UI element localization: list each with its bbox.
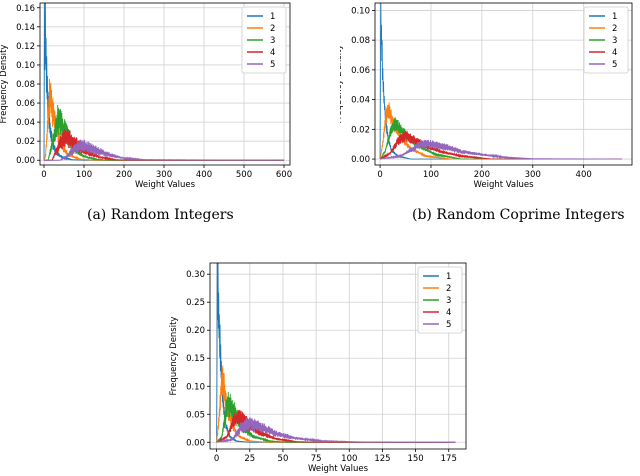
legend-label-3: 3	[270, 36, 275, 46]
series-line-3	[216, 391, 456, 443]
x-tick-label: 100	[423, 170, 439, 180]
x-tick-label: 25	[244, 454, 255, 464]
legend-label-1: 1	[612, 12, 617, 22]
x-tick-label: 200	[116, 170, 132, 180]
legend-label-4: 4	[446, 308, 451, 318]
x-tick-label: 50	[278, 454, 289, 464]
x-tick-label: 500	[236, 170, 252, 180]
legend-label-5: 5	[270, 60, 275, 70]
legend-label-3: 3	[612, 36, 617, 46]
legend-label-1: 1	[270, 12, 275, 22]
y-axis-label: Frequency Density	[340, 45, 344, 124]
y-tick-label: 0.08	[351, 36, 370, 46]
caption-b: (b) Random Coprime Integers	[412, 207, 625, 223]
y-tick-label: 0.25	[186, 298, 205, 308]
x-axis-label: Weight Values	[135, 180, 196, 190]
legend-label-4: 4	[270, 48, 275, 58]
chart-bottom: 0 25 50 75 100 125 150 1750.000.050.100.150.200…	[169, 262, 467, 474]
x-tick-label: 125	[374, 454, 390, 464]
x-tick-label: 0	[214, 454, 219, 464]
y-tick-label: 0.00	[351, 155, 370, 165]
y-tick-label: 0.10	[186, 382, 205, 392]
x-tick-label: 300	[525, 170, 541, 180]
y-tick-label: 0.02	[351, 125, 370, 135]
y-tick-label: 0.00	[16, 156, 35, 166]
x-tick-label: 75	[311, 454, 322, 464]
legend-label-1: 1	[446, 272, 451, 282]
y-tick-label: 0.08	[16, 80, 35, 90]
y-tick-label: 0.04	[16, 118, 35, 128]
x-tick-label: 100	[76, 170, 92, 180]
x-tick-label: 0	[41, 170, 46, 180]
y-tick-label: 0.06	[16, 99, 35, 109]
y-tick-label: 0.10	[351, 6, 370, 16]
x-tick-label: 0	[377, 170, 382, 180]
y-tick-label: 0.04	[351, 96, 370, 106]
y-tick-label: 0.10	[16, 61, 35, 71]
y-tick-label: 0.05	[186, 410, 205, 420]
y-tick-label: 0.12	[16, 42, 35, 52]
series-line-2	[379, 102, 622, 160]
legend-label-2: 2	[446, 284, 451, 294]
x-tick-label: 100	[341, 454, 357, 464]
x-tick-label: 150	[407, 454, 423, 464]
legend: 1 2 3 4 5	[583, 6, 629, 74]
x-tick-label: 200	[474, 170, 490, 180]
plot-frame	[374, 2, 633, 166]
series-line-5	[216, 416, 456, 443]
x-tick-label: 400	[576, 170, 592, 180]
legend-label-4: 4	[612, 48, 617, 58]
y-tick-label: 0.00	[186, 438, 205, 448]
legend: 1 2 3 4 5	[417, 266, 463, 334]
legend-box	[241, 6, 287, 74]
y-tick-label: 0.02	[16, 137, 35, 147]
x-tick-label: 600	[276, 170, 292, 180]
y-tick-label: 0.14	[16, 23, 35, 33]
legend-label-2: 2	[612, 24, 617, 34]
x-tick-label: 175	[441, 454, 457, 464]
legend: 1 2 3 4 5	[241, 6, 287, 74]
chart-random-integers: 0 100 200 300 400 500 600 0.00 0.02 0.04 0.06 0.08 0…	[0, 2, 292, 190]
legend-box	[583, 6, 629, 74]
y-tick-label: 0.20	[186, 326, 205, 336]
x-axis-label: Weight Values	[308, 464, 369, 474]
plot-frame	[209, 262, 467, 450]
y-axis-label: Frequency Density	[169, 317, 179, 396]
y-tick-label: 0.30	[186, 270, 205, 280]
legend-label-5: 5	[612, 60, 617, 70]
y-tick-label: 0.06	[351, 66, 370, 76]
legend-box	[417, 266, 463, 334]
legend-label-5: 5	[446, 320, 451, 330]
y-tick-label: 0.15	[186, 354, 205, 364]
legend-label-3: 3	[446, 296, 451, 306]
x-axis-label: Weight Values	[473, 180, 534, 190]
chart-random-coprime-integers: 0 100 200 300 400 0.00 0.02 0.04 0.06 0.08 0.10 Wei…	[340, 2, 633, 190]
series-line-5	[44, 139, 285, 162]
series-line-5	[380, 139, 622, 160]
x-tick-label: 300	[156, 170, 172, 180]
y-tick-label: 0.16	[16, 4, 35, 14]
y-axis-label: Frequency Density	[0, 45, 9, 124]
legend-label-2: 2	[270, 24, 275, 34]
x-tick-label: 400	[196, 170, 212, 180]
caption-a: (a) Random Integers	[87, 207, 234, 223]
